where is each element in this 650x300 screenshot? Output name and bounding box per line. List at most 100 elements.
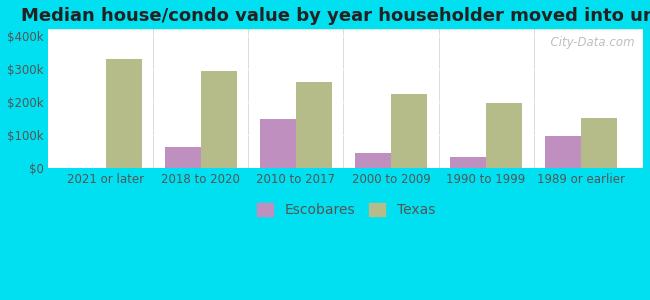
Bar [49,30,643,31]
Bar [49,29,643,31]
Bar [49,30,643,32]
Bar [49,30,643,31]
Bar [49,30,643,31]
Bar [581,118,618,168]
Bar [49,31,643,32]
Bar [49,29,643,31]
Bar [391,94,427,168]
Bar [49,30,643,31]
Bar [49,30,643,31]
Bar [49,31,643,32]
Bar [49,30,643,31]
Bar [49,30,643,31]
Text: City-Data.com: City-Data.com [543,36,634,49]
Bar [49,31,643,32]
Bar [49,29,643,31]
Bar [49,30,643,31]
Bar [49,30,643,32]
Bar [49,31,643,32]
Bar [49,29,643,31]
Bar [49,31,643,32]
Bar [49,30,643,32]
Bar [49,30,643,31]
Bar [49,31,643,32]
Bar [49,29,643,31]
Bar [49,30,643,31]
Bar [49,30,643,31]
Bar [49,29,643,31]
Bar [49,30,643,32]
Bar [49,29,643,31]
Bar [49,29,643,31]
Bar [49,30,643,31]
Bar [49,30,643,31]
Bar [49,30,643,31]
Bar [49,30,643,32]
Bar [49,30,643,31]
Bar [49,29,643,31]
Bar [49,29,643,31]
Bar [49,30,643,31]
Bar [49,29,643,31]
Bar [49,29,643,31]
Bar [105,59,142,168]
Bar [49,30,643,31]
Bar [49,30,643,31]
Bar [49,30,643,31]
Bar [49,30,643,31]
Bar [49,29,643,31]
Bar [355,154,391,168]
Bar [49,30,643,31]
Bar [49,30,643,31]
Bar [49,30,643,31]
Bar [545,136,581,168]
Title: Median house/condo value by year householder moved into unit: Median house/condo value by year househo… [21,7,650,25]
Bar [49,29,643,31]
Bar [49,31,643,32]
Bar [49,30,643,31]
Bar [259,119,296,168]
Bar [49,30,643,31]
Bar [201,71,237,168]
Bar [49,30,643,31]
Bar [49,30,643,32]
Bar [49,30,643,32]
Bar [49,30,643,31]
Bar [49,30,643,31]
Bar [49,29,643,31]
Bar [49,30,643,32]
Bar [450,157,486,168]
Bar [49,30,643,31]
Bar [49,31,643,32]
Bar [49,31,643,32]
Bar [49,30,643,31]
Bar [49,29,643,31]
Bar [49,30,643,32]
Bar [49,30,643,31]
Bar [49,30,643,31]
Bar [49,29,643,31]
Bar [49,30,643,31]
Bar [49,30,643,31]
Bar [49,30,643,31]
Bar [49,30,643,31]
Bar [49,30,643,31]
Bar [49,30,643,32]
Bar [49,31,643,32]
Bar [49,31,643,32]
Bar [49,31,643,32]
Bar [49,30,643,31]
Bar [49,30,643,31]
Bar [49,30,643,31]
Bar [49,29,643,31]
Bar [49,30,643,32]
Bar [164,147,201,168]
Bar [49,30,643,31]
Bar [49,30,643,31]
Bar [49,29,643,31]
Bar [486,103,522,168]
Bar [49,30,643,31]
Bar [49,29,643,31]
Bar [49,31,643,32]
Bar [49,30,643,31]
